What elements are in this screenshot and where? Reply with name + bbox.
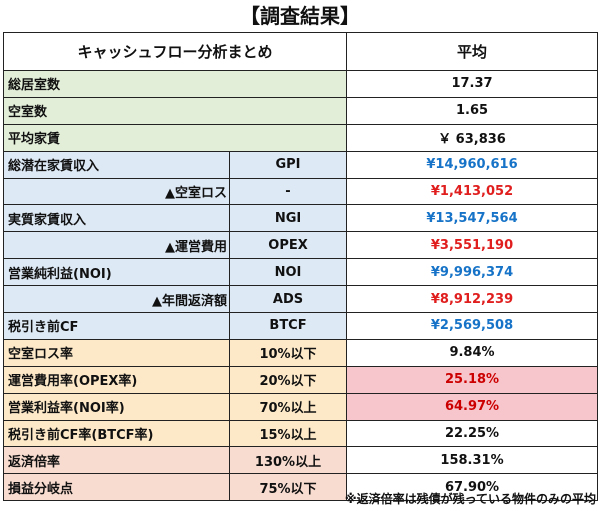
row-threshold: 15%以上 [228,419,348,448]
table-row: 空室ロス率 10%以下 9.84% [3,338,599,367]
table-row: 損益分岐点 75%以下 67.90% [3,473,599,502]
row-threshold: 10%以下 [228,338,348,367]
table-row: 返済倍率 130%以上 158.31% [3,446,599,475]
row-value: ¥13,547,564 [346,204,599,233]
table-row: ▲年間返済額 ADS ¥8,912,239 [3,285,599,314]
row-value: ¥1,413,052 [346,177,599,206]
row-code: ADS [228,285,348,314]
row-label: 営業利益率(NOI率) [3,392,230,421]
table-row: 営業純利益(NOI) NOI ¥9,996,374 [3,258,599,287]
row-value-highlight: 25.18% [346,365,599,394]
table-row: 税引き前CF率(BTCF率) 15%以上 22.25% [3,419,599,448]
row-value: ¥8,912,239 [346,285,599,314]
table-row: ▲空室ロス - ¥1,413,052 [3,177,599,206]
row-label: 運営費用率(OPEX率) [3,365,230,394]
row-label: ▲運営費用 [3,231,230,260]
row-code: NOI [228,258,348,287]
row-value-highlight: 64.97% [346,392,599,421]
row-value: ¥2,569,508 [346,312,599,340]
header-average: 平均 [346,32,599,71]
page-title: 【調査結果】 [240,4,360,28]
row-label: 返済倍率 [3,446,230,475]
row-threshold: 20%以下 [228,365,348,394]
row-value: ¥14,960,616 [346,150,599,179]
table-row: 営業利益率(NOI率) 70%以上 64.97% [3,392,599,421]
row-code: OPEX [228,231,348,260]
table-header-row: キャッシュフロー分析まとめ 平均 [2,32,599,71]
row-label: 損益分岐点 [3,473,230,502]
row-value: ￥ 63,836 [346,123,599,152]
table-row: 空室数 1.65 [2,96,599,125]
row-label: 総居室数 [2,70,348,98]
row-value: 17.37 [346,70,599,98]
header-label: キャッシュフロー分析まとめ [2,32,348,71]
table-row: 実質家賃収入 NGI ¥13,547,564 [3,204,599,233]
row-label: ▲空室ロス [3,177,230,206]
row-label: 実質家賃収入 [3,204,230,233]
row-label: 空室数 [2,96,348,125]
row-label: ▲年間返済額 [3,285,230,314]
row-code: GPI [228,150,348,179]
cashflow-summary-table: キャッシュフロー分析まとめ 平均 総居室数 17.37 空室数 1.65 平均家… [2,32,599,502]
table-row: 税引き前CF BTCF ¥2,569,508 [3,312,599,340]
row-value: 1.65 [346,96,599,125]
table-row: 総居室数 17.37 [2,70,599,98]
row-threshold: 130%以上 [228,446,348,475]
row-label: 空室ロス率 [3,338,230,367]
table-row: 運営費用率(OPEX率) 20%以下 25.18% [3,365,599,394]
row-label: 営業純利益(NOI) [3,258,230,287]
row-label: 税引き前CF [3,312,230,340]
row-code: - [228,177,348,206]
row-value: 67.90% [346,473,599,502]
row-threshold: 70%以上 [228,392,348,421]
row-label: 税引き前CF率(BTCF率) [3,419,230,448]
row-value: 158.31% [346,446,599,475]
row-code: NGI [228,204,348,233]
row-label: 総潜在家賃収入 [3,150,230,179]
row-value: 22.25% [346,419,599,448]
row-value: 9.84% [346,338,599,367]
row-threshold: 75%以下 [228,473,348,502]
row-value: ¥3,551,190 [346,231,599,260]
row-code: BTCF [228,312,348,340]
table-row: 平均家賃 ￥ 63,836 [2,123,599,152]
table-row: ▲運営費用 OPEX ¥3,551,190 [3,231,599,260]
table-row: 総潜在家賃収入 GPI ¥14,960,616 [3,150,599,179]
row-label: 平均家賃 [2,123,348,152]
footnote: ※返済倍率は残債が残っている物件のみの平均 [344,492,596,506]
row-value: ¥9,996,374 [346,258,599,287]
